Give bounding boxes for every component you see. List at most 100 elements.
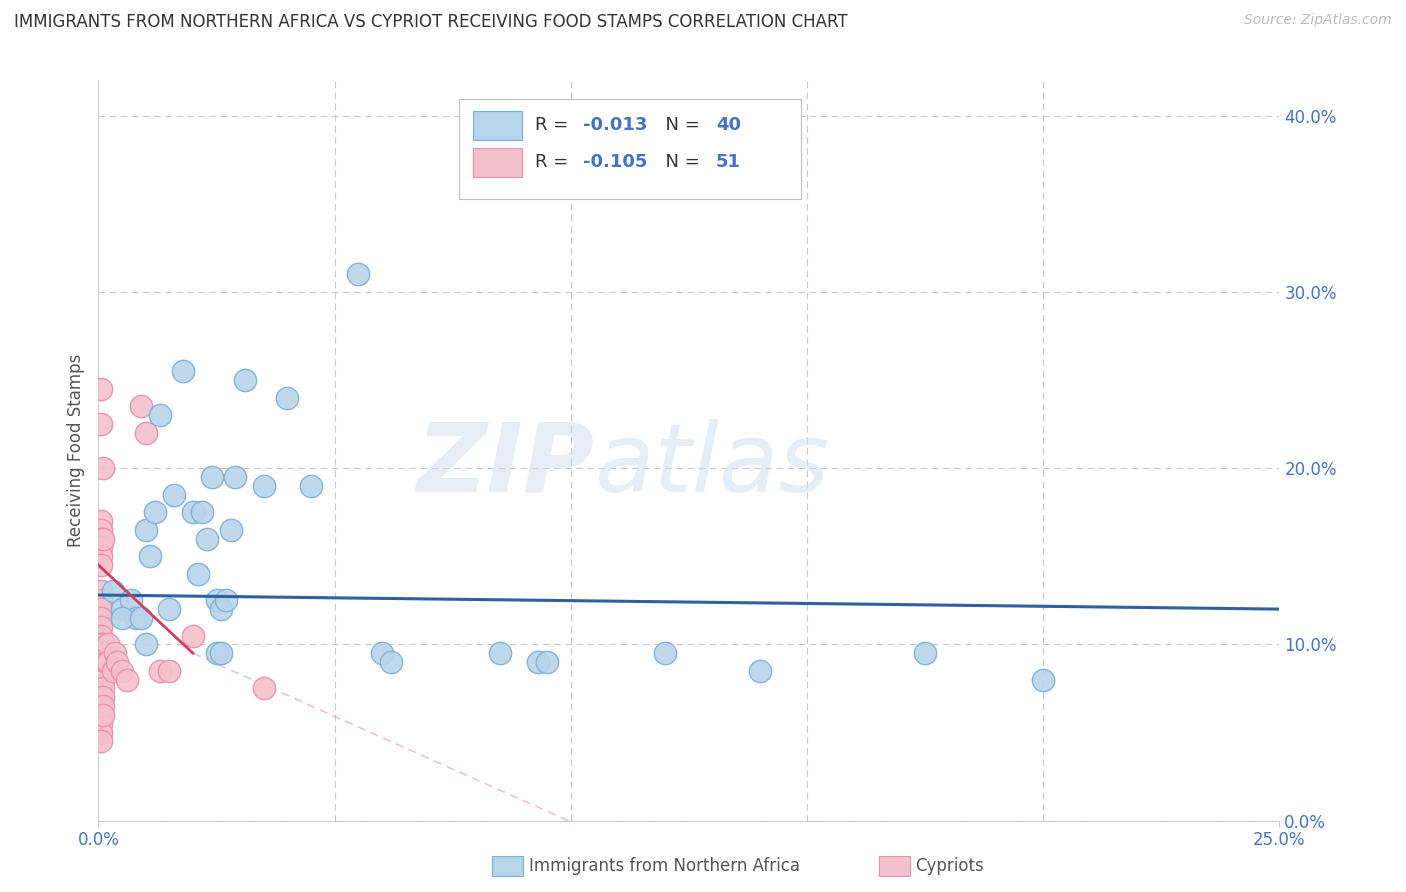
Point [91, 532, 114, 546]
Point [90, 699, 112, 714]
Point [121, 593, 143, 607]
Point [90, 646, 112, 660]
Point [111, 602, 134, 616]
Point [135, 523, 157, 537]
Point [201, 470, 224, 484]
Point [135, 425, 157, 440]
Point [90, 620, 112, 634]
Text: 51: 51 [716, 153, 741, 171]
Point [90, 664, 112, 678]
Point [90, 681, 112, 696]
Point [276, 391, 298, 405]
Point [654, 646, 676, 660]
Point [209, 646, 232, 660]
Point [224, 470, 246, 484]
Point [181, 505, 204, 519]
Point [97, 655, 120, 669]
Text: atlas: atlas [595, 418, 830, 512]
Point [149, 408, 172, 422]
Text: Immigrants from Northern Africa: Immigrants from Northern Africa [529, 857, 800, 875]
Point [94, 646, 117, 660]
Bar [472, 148, 523, 177]
Point [90, 584, 112, 599]
Point [157, 602, 180, 616]
Point [219, 523, 242, 537]
Point [125, 611, 148, 625]
Point [104, 646, 127, 660]
FancyBboxPatch shape [458, 99, 801, 199]
Text: 40: 40 [716, 117, 741, 135]
Point [90, 549, 112, 564]
Text: N =: N = [654, 117, 704, 135]
Point [91, 673, 114, 687]
Text: Source: ZipAtlas.com: Source: ZipAtlas.com [1244, 13, 1392, 28]
Point [209, 602, 232, 616]
Point [90, 417, 112, 431]
Point [111, 664, 134, 678]
Point [536, 655, 558, 669]
Text: R =: R = [536, 117, 575, 135]
Point [101, 584, 124, 599]
Point [380, 655, 402, 669]
Point [215, 593, 238, 607]
Y-axis label: Receiving Food Stamps: Receiving Food Stamps [67, 354, 86, 547]
Point [205, 646, 228, 660]
Point [91, 707, 114, 722]
Point [91, 461, 114, 475]
Point [90, 382, 112, 396]
Point [914, 646, 936, 660]
Text: -0.105: -0.105 [582, 153, 647, 171]
Point [135, 637, 157, 651]
Point [526, 655, 548, 669]
Point [90, 707, 112, 722]
Point [91, 699, 114, 714]
Point [748, 664, 770, 678]
Point [90, 514, 112, 528]
Point [91, 646, 114, 660]
Point [90, 532, 112, 546]
Point [90, 629, 112, 643]
Point [371, 646, 394, 660]
Text: Cypriots: Cypriots [915, 857, 984, 875]
Point [90, 725, 112, 739]
Text: ZIP: ZIP [416, 418, 595, 512]
Text: -0.013: -0.013 [582, 117, 647, 135]
Point [90, 523, 112, 537]
Point [347, 267, 370, 281]
Point [94, 655, 117, 669]
Point [191, 505, 214, 519]
Point [101, 664, 124, 678]
Point [299, 479, 322, 493]
Point [187, 566, 209, 581]
Point [91, 664, 114, 678]
Point [91, 690, 114, 705]
Point [91, 637, 114, 651]
Point [90, 637, 112, 651]
Point [163, 487, 186, 501]
Point [143, 505, 166, 519]
Point [253, 479, 276, 493]
Point [172, 364, 194, 378]
Point [90, 716, 112, 731]
Point [97, 637, 120, 651]
Point [90, 611, 112, 625]
Point [90, 593, 112, 607]
Point [90, 673, 112, 687]
Point [111, 611, 134, 625]
Point [90, 690, 112, 705]
Point [105, 655, 128, 669]
Point [139, 549, 162, 564]
Point [129, 400, 152, 414]
Point [489, 646, 512, 660]
Point [90, 602, 112, 616]
Point [205, 593, 228, 607]
Point [115, 673, 138, 687]
Point [195, 532, 218, 546]
Point [233, 373, 256, 387]
Bar [472, 112, 523, 139]
Point [181, 629, 204, 643]
Point [91, 681, 114, 696]
Point [90, 734, 112, 748]
Point [253, 681, 276, 696]
Point [1032, 673, 1054, 687]
